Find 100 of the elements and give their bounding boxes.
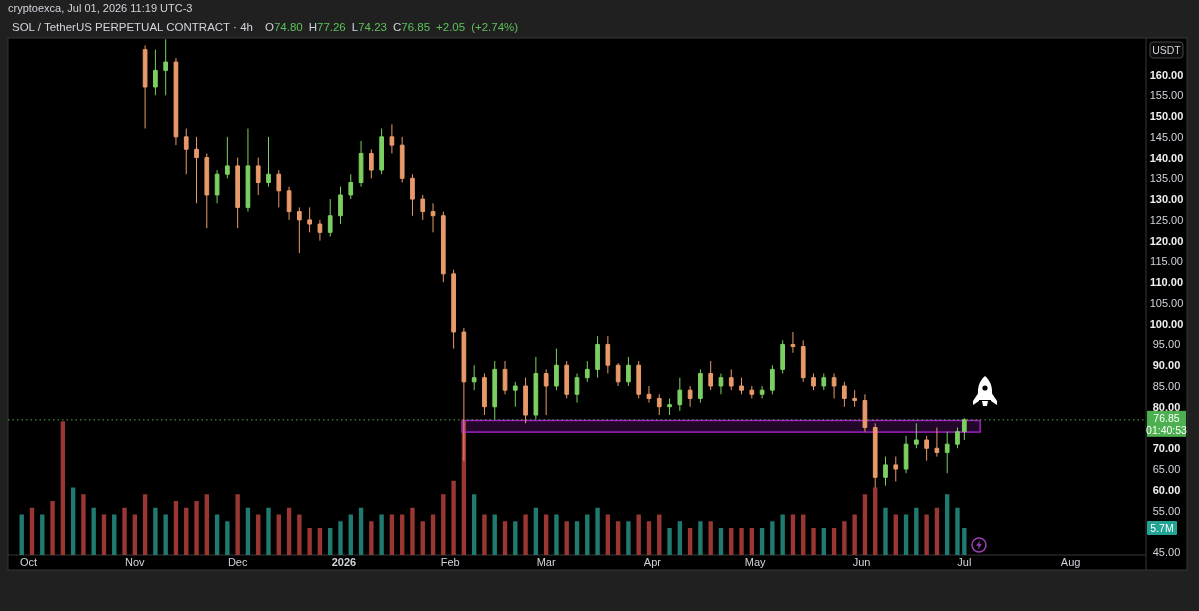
bar [718,528,724,555]
bar [790,514,796,555]
candlestick [194,136,199,204]
bar [862,494,868,555]
candlestick [286,186,292,221]
bar [903,514,909,555]
candlestick [214,169,220,204]
candlestick [759,385,765,399]
bar [245,507,251,555]
candlestick [893,456,899,482]
bar [441,494,446,555]
candlestick [883,456,888,487]
bar [564,521,569,555]
bar [502,521,508,555]
candlestick [780,339,786,375]
candlestick [338,186,343,225]
candlestick [276,169,282,208]
candlestick [235,157,241,229]
bar [40,514,45,555]
bar [873,487,878,555]
candlestick [297,206,302,254]
candlestick [348,173,354,200]
x-tick-label: May [744,556,767,568]
candlestick [564,360,570,399]
bar [214,514,220,555]
bar [122,507,127,555]
bar [667,528,672,555]
ref-line-label: 76.85 [1153,411,1180,424]
chart-title: SOL / TetherUS PERPETUAL CONTRACT · 4h [12,21,253,33]
candlestick [543,368,549,416]
y-tick-label: 140.00 [1149,151,1184,164]
y-tick-label: 135.00 [1149,172,1184,185]
bar [482,514,487,555]
candlestick [728,368,734,391]
bar [883,507,888,555]
candlestick [961,417,967,441]
candlestick [924,435,929,462]
candlestick [307,206,312,233]
bar [430,514,436,555]
y-tick-label: 65.00 [1152,463,1181,476]
bar [50,501,55,555]
y-tick-label: 110.00 [1149,276,1184,289]
candlestick [183,128,189,175]
candlestick [862,393,868,433]
y-tick-label: 150.00 [1149,110,1184,123]
bar [831,528,837,555]
candlestick [255,157,261,196]
bar [142,494,148,555]
candlestick [410,173,415,217]
bar [399,514,405,555]
bar [934,507,940,555]
bar [379,514,384,555]
bar [286,507,292,555]
candlestick [584,360,590,383]
candlestick [204,152,210,229]
candlestick [266,136,271,188]
x-tick-label: Feb [440,556,460,568]
bar [235,494,240,555]
bar [523,514,528,555]
candlestick [646,385,652,404]
candlestick [770,364,775,395]
candlestick [790,331,796,354]
y-tick-label: 45.00 [1152,546,1181,559]
candlestick [605,335,611,375]
bar [369,521,374,555]
candlestick [440,211,446,283]
text: O74.80 H77.26 L74.23 C76.85 +2.05 (+2.74%) [264,21,519,33]
y-tick-label: 85.00 [1152,379,1181,392]
bar [328,528,333,555]
bar [554,514,559,555]
candlestick [471,364,477,391]
bar [256,514,261,555]
candlestick [718,373,724,395]
bar [811,528,816,555]
bar [759,528,765,555]
candlestick [677,377,683,412]
bar [132,514,138,555]
candlestick [533,356,539,420]
bar [677,521,683,555]
candlestick [492,360,498,420]
bar [19,514,24,555]
bar [317,528,323,555]
bar [543,514,549,555]
bar [112,514,117,555]
candlestick [636,360,642,399]
x-tick-label: 2026 [331,556,357,568]
bar [276,514,281,555]
bar [636,514,641,555]
bar [410,507,415,555]
candlestick [389,123,395,154]
candlestick [358,140,364,188]
bar [605,514,611,555]
candlestick [379,128,384,175]
bar [842,521,847,555]
y-tick-label: 105.00 [1149,296,1184,309]
bar [307,528,312,555]
candlestick [574,373,580,404]
bar [471,494,477,555]
bar [420,521,425,555]
bar [492,514,497,555]
